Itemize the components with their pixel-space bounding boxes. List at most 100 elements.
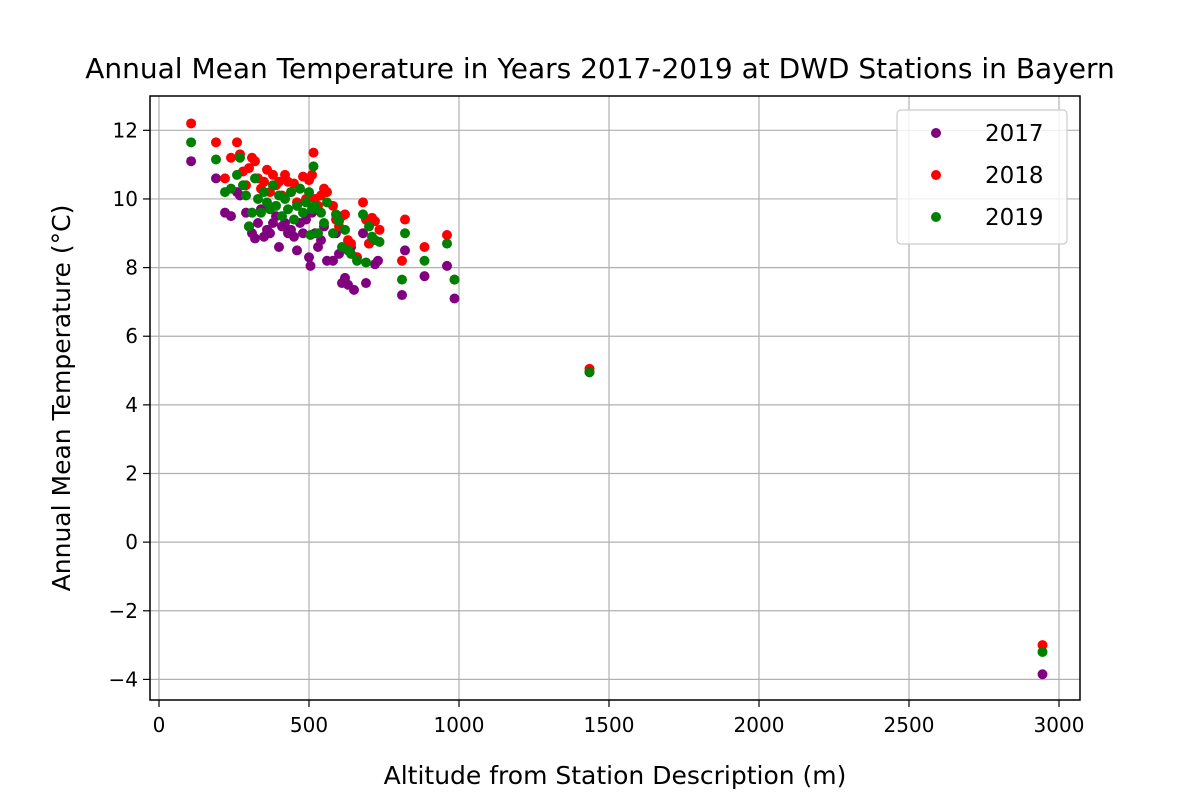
- point-2019: [241, 190, 251, 201]
- point-2017: [186, 156, 197, 167]
- point-2019: [301, 197, 311, 208]
- point-2018: [211, 137, 221, 148]
- grid: [150, 96, 1080, 700]
- x-tick-label: 2000: [734, 713, 785, 737]
- point-2019: [340, 224, 350, 235]
- point-2019: [277, 211, 287, 222]
- point-2017: [289, 231, 299, 242]
- point-2019: [361, 257, 371, 268]
- legend-label-2019: 2019: [985, 205, 1044, 231]
- point-2018: [1037, 640, 1048, 651]
- point-2019: [449, 274, 460, 285]
- point-2017: [253, 217, 263, 228]
- point-2018: [244, 163, 254, 174]
- point-2019: [238, 180, 248, 191]
- point-2017: [442, 260, 452, 271]
- point-2019: [259, 187, 269, 198]
- point-2019: [226, 183, 236, 194]
- point-2017: [449, 293, 460, 304]
- legend-marker-2017: [931, 128, 941, 138]
- point-2019: [328, 228, 338, 239]
- point-2019: [247, 207, 257, 218]
- y-axis-label: Annual Mean Temperature (°C): [47, 205, 76, 592]
- point-2018: [308, 147, 319, 158]
- point-2018: [220, 173, 230, 184]
- point-2019: [244, 221, 254, 232]
- x-axis-label: Altitude from Station Description (m): [384, 761, 847, 790]
- point-2017: [358, 228, 368, 239]
- point-2019: [397, 274, 407, 285]
- point-2019: [313, 228, 323, 239]
- x-tick-label: 0: [153, 713, 166, 737]
- y-tick-label: 6: [125, 324, 138, 348]
- point-2019: [283, 204, 293, 215]
- point-2018: [250, 156, 260, 167]
- legend-marker-2019: [931, 212, 941, 222]
- point-2019: [334, 216, 344, 227]
- point-2019: [305, 229, 316, 240]
- y-tick-label: −4: [109, 667, 138, 691]
- point-2017: [298, 228, 308, 239]
- point-2018: [397, 255, 407, 266]
- point-2019: [289, 214, 299, 225]
- y-tick-label: 2: [125, 462, 138, 486]
- point-2019: [316, 207, 326, 218]
- point-2017: [1037, 669, 1048, 680]
- point-2019: [419, 255, 430, 266]
- point-2017: [305, 260, 316, 271]
- legend-label-2017: 2017: [985, 121, 1044, 147]
- point-2019: [352, 255, 362, 266]
- legend-label-2018: 2018: [985, 163, 1044, 189]
- point-2019: [268, 180, 278, 191]
- point-2019: [211, 154, 221, 165]
- point-2017: [226, 211, 236, 222]
- point-2019: [310, 200, 320, 211]
- point-2017: [274, 242, 284, 252]
- point-2019: [304, 187, 314, 198]
- point-2019: [584, 367, 595, 378]
- axis-ticks: 0 500 1000 1500 2000 2500 3000 −4 −2 0 2 4 6 8 10 12: [109, 118, 1085, 737]
- point-2019: [442, 238, 452, 249]
- point-2019: [271, 200, 281, 211]
- point-2017: [397, 290, 407, 301]
- point-2019: [256, 207, 266, 218]
- point-2018: [186, 118, 197, 129]
- y-tick-label: 10: [113, 187, 138, 211]
- point-2019: [295, 183, 305, 194]
- point-2017: [250, 233, 260, 244]
- point-2019: [298, 207, 308, 218]
- plot-area-frame: [149, 95, 1081, 701]
- point-2019: [364, 221, 374, 232]
- point-2018: [259, 176, 269, 187]
- point-2018: [374, 224, 385, 235]
- point-2019: [374, 236, 385, 247]
- point-2017: [265, 228, 275, 239]
- point-2019: [186, 137, 197, 148]
- point-2019: [232, 169, 242, 180]
- point-2018: [358, 197, 368, 208]
- point-2017: [419, 271, 430, 282]
- y-tick-label: 0: [125, 530, 138, 554]
- point-2019: [400, 228, 410, 239]
- y-tick-label: 8: [125, 256, 138, 280]
- x-tick-label: 1000: [434, 713, 485, 737]
- point-2017: [304, 252, 314, 263]
- x-tick-label: 3000: [1034, 713, 1085, 737]
- series-2019: [186, 137, 1048, 657]
- point-2019: [286, 187, 296, 198]
- point-2019: [308, 161, 319, 172]
- x-tick-label: 1500: [584, 713, 635, 737]
- point-2019: [292, 200, 302, 211]
- y-tick-label: 12: [113, 118, 138, 142]
- legend-box: [896, 109, 1068, 245]
- point-2019: [1037, 646, 1048, 657]
- point-2018: [226, 152, 236, 163]
- point-2019: [322, 197, 332, 208]
- point-2018: [419, 242, 430, 252]
- point-2018: [400, 214, 410, 225]
- point-2018: [340, 209, 350, 220]
- point-2018: [322, 187, 332, 198]
- point-2017: [400, 245, 410, 256]
- point-2017: [328, 255, 338, 266]
